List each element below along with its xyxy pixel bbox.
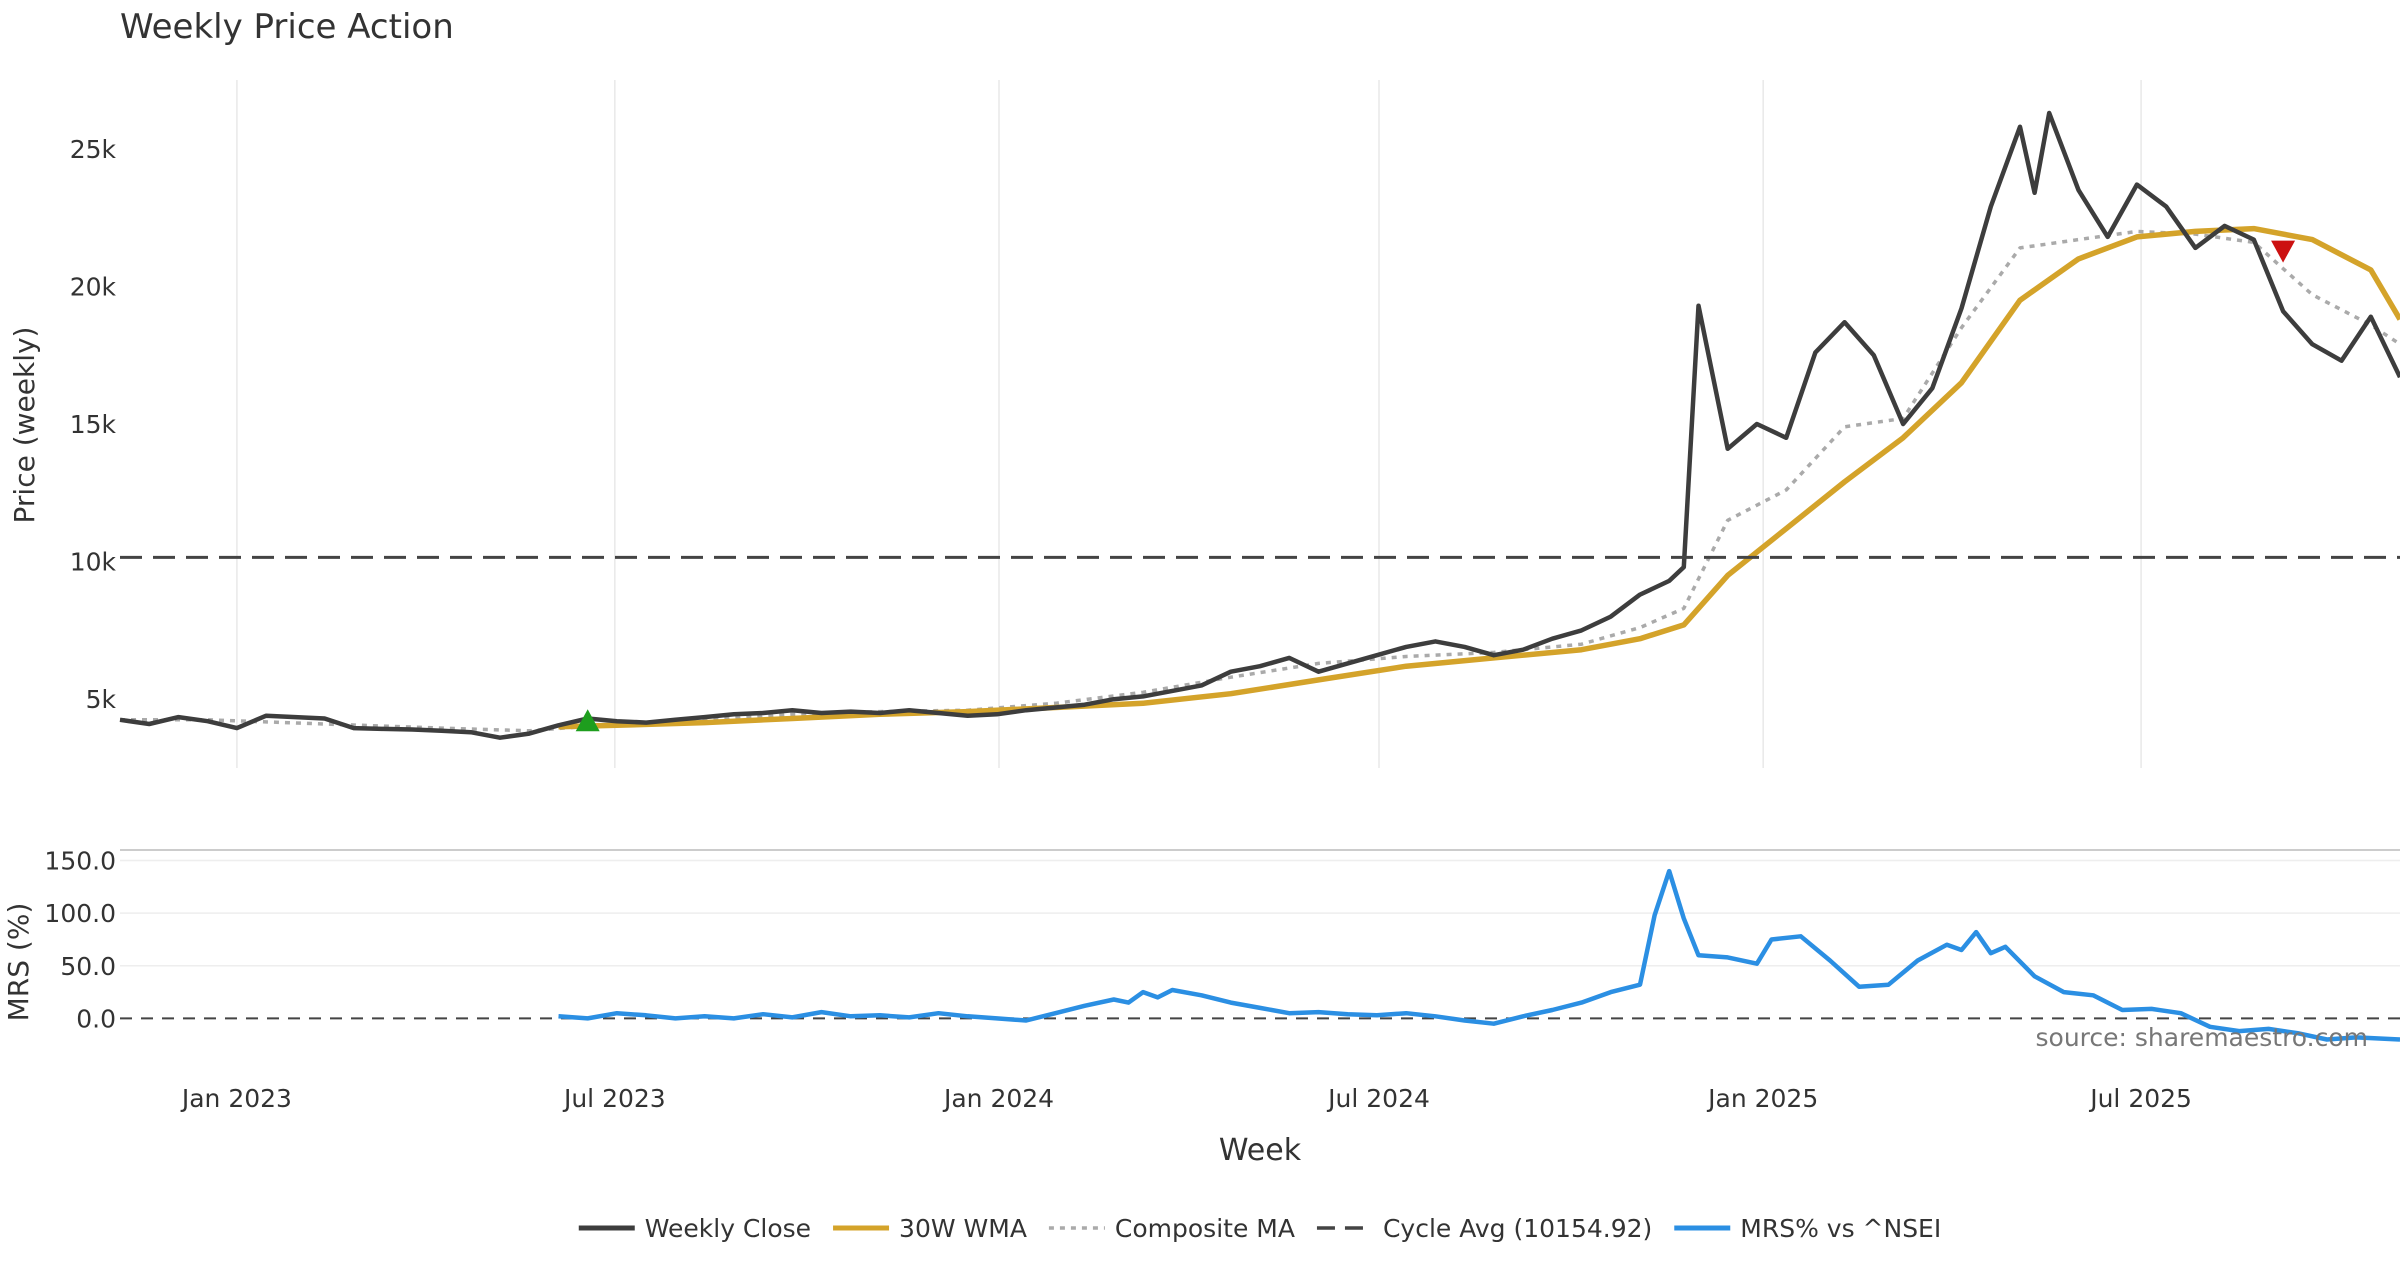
legend-label: Composite MA (1115, 1214, 1295, 1243)
legend-label: Weekly Close (645, 1214, 811, 1243)
sell-signal-marker (2271, 241, 2295, 263)
price-panel: Weekly Price Action 5k 10k 15k 20k 25k Price… (8, 7, 2400, 768)
price-y-axis-label: Price (weekly) (8, 327, 41, 524)
x-tick-label: Jan 2023 (180, 1084, 292, 1113)
mrs-panel: 0.0 50.0 100.0 150.0 MRS (%) source: sharem… (2, 847, 2400, 1052)
x-tick-label: Jul 2023 (562, 1084, 666, 1113)
mrs-y-tick-label: 150.0 (44, 847, 116, 876)
mrs-y-tick-label: 100.0 (44, 899, 116, 928)
source-annotation: source: sharemaestro.com (2036, 1023, 2369, 1052)
x-axis: Jan 2023 Jul 2023 Jan 2024 Jul 2024 Jan 2025… (180, 1084, 2192, 1113)
x-tick-label: Jan 2024 (942, 1084, 1054, 1113)
mrs-grid (120, 850, 2400, 1018)
legend-label: Cycle Avg (10154.92) (1383, 1214, 1652, 1243)
composite-ma-line (120, 231, 2400, 730)
mrs-y-tick-label: 50.0 (60, 952, 116, 981)
price-series (120, 113, 2400, 738)
mrs-y-tick-label: 0.0 (76, 1004, 116, 1033)
x-tick-label: Jul 2024 (1326, 1084, 1430, 1113)
x-tick-label: Jul 2025 (2088, 1084, 2192, 1113)
x-axis-label: Week (1219, 1133, 1302, 1168)
x-tick-label: Jan 2025 (1706, 1084, 1818, 1113)
y-tick-label: 20k (70, 272, 117, 301)
legend: Weekly Close 30W WMA Composite MA Cycle Avg… (579, 1214, 1941, 1243)
weekly-close-line (120, 113, 2400, 738)
legend-label: MRS% vs ^NSEI (1740, 1214, 1941, 1243)
chart-title: Weekly Price Action (120, 7, 454, 47)
y-tick-label: 10k (70, 548, 117, 577)
mrs-y-ticks: 0.0 50.0 100.0 150.0 (44, 847, 116, 1034)
y-tick-label: 15k (70, 410, 117, 439)
signal-markers (576, 241, 2295, 732)
y-tick-label: 5k (86, 685, 117, 714)
price-grid (237, 80, 2141, 768)
mrs-series (559, 871, 2400, 1039)
legend-label: 30W WMA (899, 1214, 1027, 1243)
y-tick-label: 25k (70, 135, 117, 164)
mrs-line (559, 871, 2400, 1039)
mrs-y-axis-label: MRS (%) (2, 903, 35, 1022)
price-y-ticks: 5k 10k 15k 20k 25k (70, 135, 117, 714)
